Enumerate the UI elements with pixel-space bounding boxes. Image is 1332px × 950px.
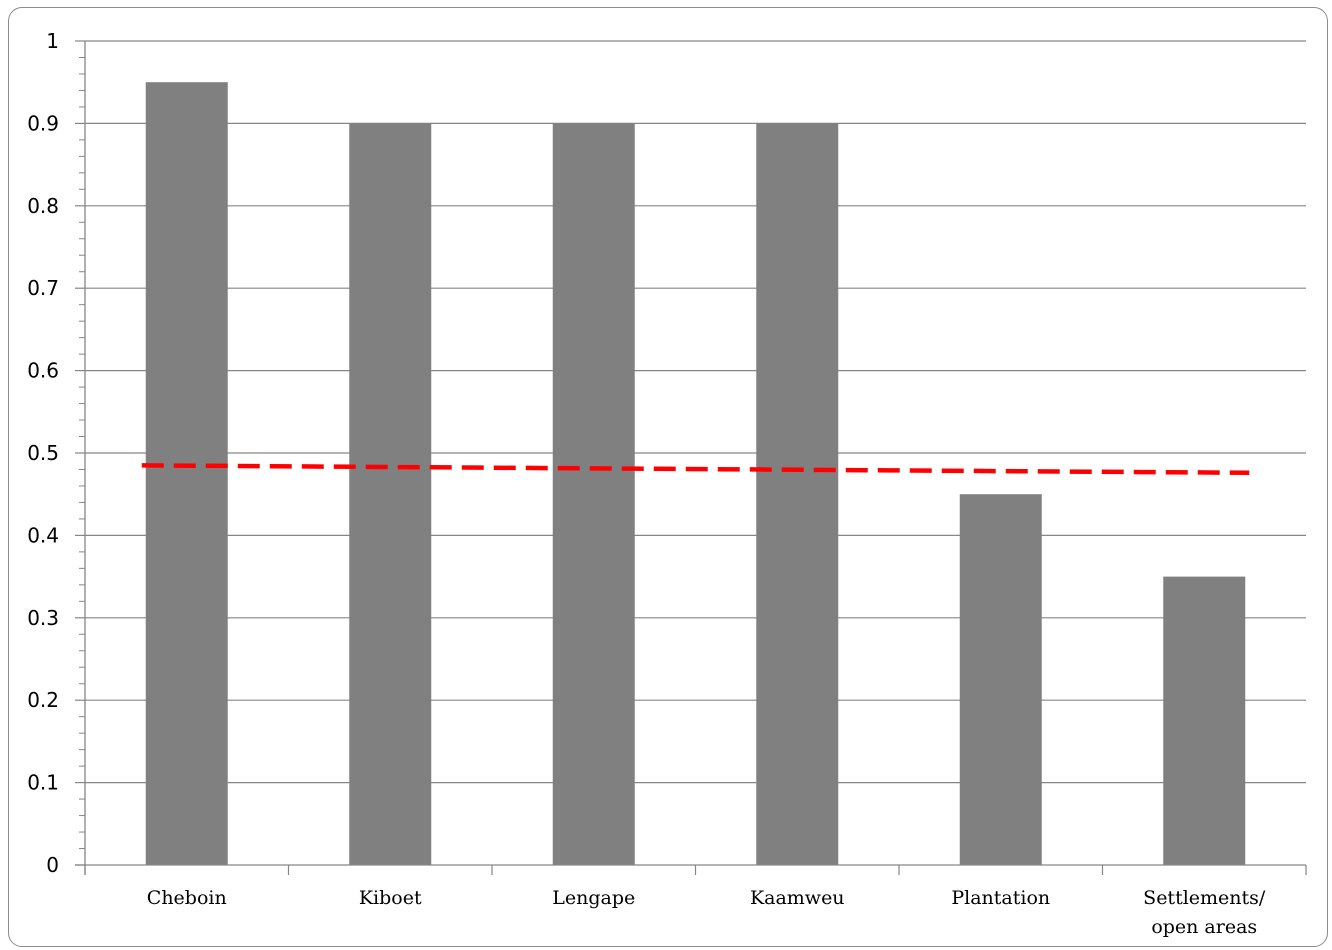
bars-layer xyxy=(145,82,1246,865)
x-category-label: Plantation xyxy=(951,887,1050,909)
x-category-label: Kaamweu xyxy=(750,887,845,909)
x-tick-labels: Cheboin Kiboet Lengape Kaamweu Plantation Set… xyxy=(147,887,1266,938)
reference-line xyxy=(141,463,1250,476)
x-category-label: Cheboin xyxy=(147,887,227,909)
y-tick-label: 0.2 xyxy=(27,688,59,712)
y-tick-label: 0.5 xyxy=(27,441,59,465)
bar-5 xyxy=(1163,576,1246,865)
bar-1 xyxy=(349,123,432,865)
y-tick-label: 0.6 xyxy=(27,359,59,383)
y-tick-label: 1 xyxy=(46,29,59,53)
bar-2 xyxy=(552,123,635,865)
y-tick-label: 0.8 xyxy=(27,194,59,218)
y-tick-label: 0.7 xyxy=(27,276,59,300)
bar-4 xyxy=(959,494,1042,865)
bar-0 xyxy=(145,82,228,865)
y-tick-label: 0.1 xyxy=(27,771,59,795)
x-category-label: Lengape xyxy=(552,887,635,909)
y-tick-label: 0.4 xyxy=(27,523,59,547)
y-tick-label: 0.3 xyxy=(27,606,59,630)
y-tick-label: 0 xyxy=(46,853,59,877)
x-category-label: Settlements/open areas xyxy=(1143,887,1266,938)
chart-frame xyxy=(8,7,1328,947)
grid-layer xyxy=(85,40,1306,784)
axis-layer xyxy=(75,40,1307,875)
y-tick-label: 0.9 xyxy=(27,111,59,135)
reference-line-layer xyxy=(141,463,1250,476)
bar-3 xyxy=(756,123,839,865)
x-category-label: Kiboet xyxy=(359,887,422,909)
y-tick-labels: 0 0.1 0.2 0.3 0.4 0.5 0.6 0.7 0.8 0.9 1 xyxy=(27,29,59,877)
